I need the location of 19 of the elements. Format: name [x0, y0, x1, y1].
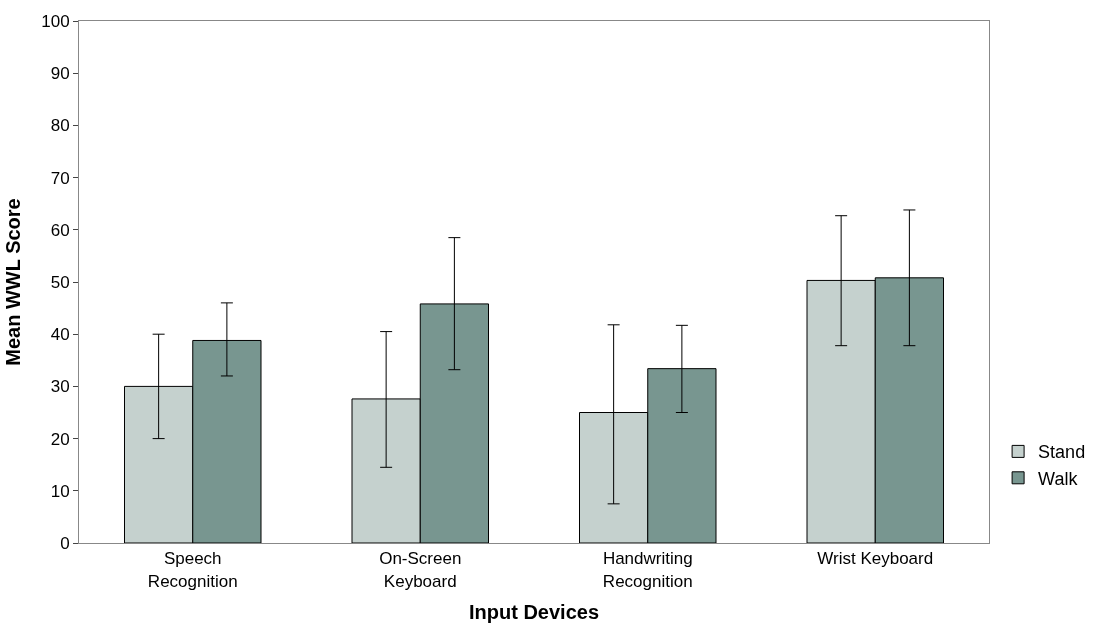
x-axis-title: Input Devices: [468, 601, 600, 623]
y-tick-label: 20: [50, 429, 70, 449]
y-tick-label: 30: [50, 377, 70, 397]
y-tick-label: 0: [60, 533, 70, 553]
y-tick-label: 60: [50, 220, 70, 240]
y-axis-title: Mean WWL Score: [1, 198, 24, 366]
x-tick-label: Speech Recognition: [147, 549, 238, 591]
y-tick-label: 90: [50, 64, 70, 84]
y-tick-label: 50: [50, 272, 70, 292]
y-tick-label: 40: [50, 325, 70, 345]
x-tick-label: Wrist Keyboard: [817, 549, 934, 569]
legend-label: Walk: [1038, 468, 1079, 489]
legend-label: Stand: [1038, 442, 1086, 463]
y-tick-label: 100: [41, 11, 70, 31]
x-tick-label: Handwriting Recognition: [602, 549, 693, 591]
y-tick-label: 80: [50, 116, 70, 136]
x-tick-label: On-Screen Keyboard: [379, 549, 462, 591]
y-tick-label: 10: [50, 481, 70, 501]
y-tick-label: 70: [50, 168, 70, 188]
